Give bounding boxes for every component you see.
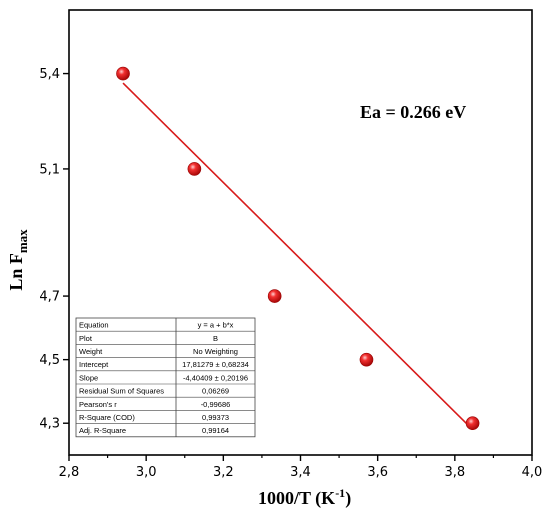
x-tick-label: 3,6 xyxy=(367,465,388,480)
stats-value: 17,81279 ± 0,68234 xyxy=(182,360,249,369)
fit-line xyxy=(122,82,474,431)
stats-value: 0,99373 xyxy=(202,413,229,422)
y-tick-label: 4,5 xyxy=(39,353,60,368)
stats-key: R-Square (COD) xyxy=(79,413,135,422)
x-axis-title: 1000/T (K-1) xyxy=(258,486,351,509)
stats-value: y = a + b*x xyxy=(198,321,234,330)
data-point-4 xyxy=(359,352,374,367)
data-point-1 xyxy=(116,66,130,81)
stats-key: Plot xyxy=(79,334,93,343)
data-point-5 xyxy=(465,416,480,431)
x-tick-label: 2,8 xyxy=(59,465,80,480)
stats-value: 0,06269 xyxy=(202,387,229,396)
y-tick-label: 5,4 xyxy=(39,67,60,82)
fit-line-group xyxy=(122,82,474,431)
x-tick-label: 4,0 xyxy=(522,465,543,480)
stats-key: Weight xyxy=(79,347,103,356)
data-point-3 xyxy=(267,289,282,303)
regression-stats-table: Equation y = a + b*x Plot B Weight No Weighti… xyxy=(75,317,256,438)
x-tick-label: 3,4 xyxy=(290,465,311,480)
data-point-2 xyxy=(187,162,202,176)
x-tick-label: 3,0 xyxy=(136,465,157,480)
stats-key: Equation xyxy=(79,321,109,330)
points-group xyxy=(116,66,480,431)
stats-table-border xyxy=(75,317,256,438)
x-axis-title-end: ) xyxy=(345,488,351,509)
stats-key: Residual Sum of Squares xyxy=(79,387,164,396)
stats-value: No Weighting xyxy=(193,347,238,356)
x-axis-title-sup: -1 xyxy=(335,486,345,500)
y-tick-label: 4,3 xyxy=(39,417,60,432)
y-tick-label: 4,7 xyxy=(39,290,60,305)
stats-key: Pearson's r xyxy=(79,400,117,409)
stats-value: -4,40409 ± 0,20196 xyxy=(183,373,248,382)
y-tick-label: 5,1 xyxy=(39,162,60,177)
annotation: Ea = 0.266 eV xyxy=(360,102,466,122)
x-tick-label: 3,2 xyxy=(213,465,234,480)
stats-key: Slope xyxy=(79,373,98,382)
stats-value: -0,99686 xyxy=(201,400,231,409)
stats-key: Adj. R-Square xyxy=(79,426,126,435)
stats-value: 0,99164 xyxy=(202,426,229,435)
y-axis-title-sub: max xyxy=(15,229,30,253)
ticks: 2,8 3,0 3,2 3,4 3,6 3,8 4,0 4,3 4,5 4,7 5,1 5,4 xyxy=(39,67,542,480)
stats-value: B xyxy=(213,334,218,343)
x-tick-label: 3,8 xyxy=(444,465,465,480)
stats-key: Intercept xyxy=(79,360,109,369)
y-axis-title: Ln Fmax xyxy=(6,229,30,291)
